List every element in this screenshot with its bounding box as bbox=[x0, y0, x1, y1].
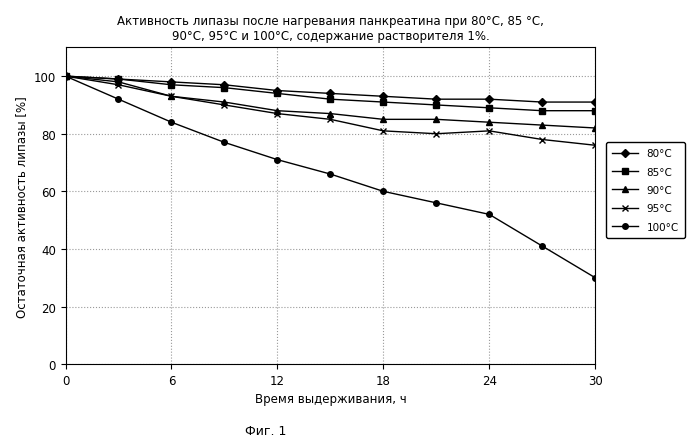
Text: Фиг. 1: Фиг. 1 bbox=[245, 424, 287, 437]
90°C bbox=[591, 126, 599, 131]
80°C bbox=[379, 95, 388, 100]
95°C bbox=[167, 95, 176, 100]
85°C bbox=[379, 100, 388, 106]
95°C bbox=[273, 112, 281, 117]
90°C bbox=[220, 100, 229, 106]
90°C bbox=[379, 117, 388, 123]
Y-axis label: Остаточная активность липазы [%]: Остаточная активность липазы [%] bbox=[15, 95, 28, 317]
Title: Активность липазы после нагревания панкреатина при 80°C, 85 °C,
90°C, 95°C и 100: Активность липазы после нагревания панкр… bbox=[117, 15, 544, 43]
90°C bbox=[62, 74, 70, 80]
90°C bbox=[538, 123, 547, 128]
80°C bbox=[167, 80, 176, 85]
95°C bbox=[62, 74, 70, 80]
95°C bbox=[220, 103, 229, 108]
95°C bbox=[326, 117, 335, 123]
100°C bbox=[485, 212, 494, 218]
85°C bbox=[432, 103, 440, 108]
85°C bbox=[167, 83, 176, 88]
85°C bbox=[591, 109, 599, 114]
90°C bbox=[167, 95, 176, 100]
100°C bbox=[432, 201, 440, 206]
80°C bbox=[538, 100, 547, 106]
80°C bbox=[114, 77, 122, 82]
90°C bbox=[326, 112, 335, 117]
80°C bbox=[62, 74, 70, 80]
95°C bbox=[379, 129, 388, 134]
100°C bbox=[167, 120, 176, 126]
100°C bbox=[326, 172, 335, 177]
100°C bbox=[62, 74, 70, 80]
85°C bbox=[326, 97, 335, 102]
80°C bbox=[220, 83, 229, 88]
85°C bbox=[62, 74, 70, 80]
85°C bbox=[273, 92, 281, 97]
95°C bbox=[485, 129, 494, 134]
Line: 85°C: 85°C bbox=[63, 74, 598, 114]
80°C bbox=[273, 89, 281, 94]
Line: 90°C: 90°C bbox=[63, 74, 598, 131]
95°C bbox=[591, 143, 599, 148]
80°C bbox=[432, 97, 440, 102]
Line: 95°C: 95°C bbox=[62, 74, 598, 149]
80°C bbox=[326, 92, 335, 97]
95°C bbox=[114, 83, 122, 88]
85°C bbox=[220, 86, 229, 91]
90°C bbox=[114, 80, 122, 85]
90°C bbox=[485, 120, 494, 126]
100°C bbox=[220, 141, 229, 146]
85°C bbox=[538, 109, 547, 114]
Legend: 80°C, 85°C, 90°C, 95°C, 100°C: 80°C, 85°C, 90°C, 95°C, 100°C bbox=[606, 143, 685, 238]
Line: 80°C: 80°C bbox=[63, 74, 598, 106]
95°C bbox=[432, 132, 440, 137]
X-axis label: Время выдерживания, ч: Время выдерживания, ч bbox=[255, 392, 406, 406]
85°C bbox=[114, 77, 122, 82]
Line: 100°C: 100°C bbox=[63, 74, 598, 281]
100°C bbox=[591, 276, 599, 281]
100°C bbox=[114, 97, 122, 102]
90°C bbox=[432, 117, 440, 123]
90°C bbox=[273, 109, 281, 114]
100°C bbox=[538, 244, 547, 249]
95°C bbox=[538, 138, 547, 143]
80°C bbox=[485, 97, 494, 102]
100°C bbox=[273, 158, 281, 163]
85°C bbox=[485, 106, 494, 111]
100°C bbox=[379, 189, 388, 194]
80°C bbox=[591, 100, 599, 106]
